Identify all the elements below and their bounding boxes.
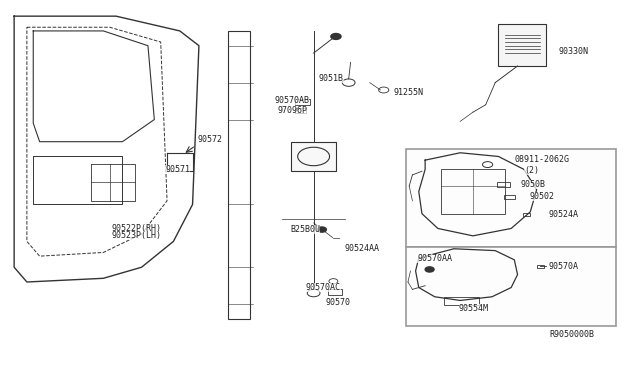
Text: 90570AC: 90570AC [306, 283, 341, 292]
Circle shape [331, 33, 341, 39]
Bar [504, 195, 515, 199]
Bar [441, 169, 505, 214]
Bar [499, 23, 546, 66]
Bar [406, 149, 616, 247]
Text: 90571: 90571 [165, 165, 190, 174]
Bar [228, 31, 250, 319]
Text: 90330N: 90330N [559, 47, 589, 56]
Text: 90523P(LH): 90523P(LH) [111, 231, 162, 240]
Bar [406, 247, 616, 326]
Bar [444, 297, 479, 305]
Bar [291, 142, 336, 171]
Text: B25B0U: B25B0U [290, 225, 320, 234]
Bar [328, 289, 342, 295]
Bar [497, 182, 510, 187]
Bar [523, 212, 531, 216]
Text: 90570A: 90570A [548, 262, 578, 271]
Bar [294, 109, 306, 113]
Text: 90572: 90572 [198, 135, 223, 144]
Text: R9050000B: R9050000B [549, 330, 594, 339]
Text: 90570AA: 90570AA [417, 254, 452, 263]
Text: 90524AA: 90524AA [344, 244, 380, 253]
Text: 9050B: 9050B [521, 180, 546, 189]
Text: 90570AB: 90570AB [274, 96, 309, 105]
Text: 91255N: 91255N [394, 89, 423, 97]
Text: 90524A: 90524A [548, 210, 578, 219]
Bar [537, 265, 544, 268]
Text: 90502: 90502 [529, 192, 554, 201]
Circle shape [317, 227, 326, 232]
Text: 90522P(RH): 90522P(RH) [111, 224, 162, 233]
Circle shape [425, 267, 434, 272]
Text: 90554M: 90554M [459, 304, 489, 314]
Text: 97096P: 97096P [277, 106, 307, 115]
Text: 90570: 90570 [325, 298, 350, 307]
Bar [294, 99, 310, 105]
Text: (2): (2) [524, 166, 539, 175]
Text: 08911-2062G: 08911-2062G [515, 155, 570, 164]
Text: 9051B: 9051B [319, 74, 344, 83]
